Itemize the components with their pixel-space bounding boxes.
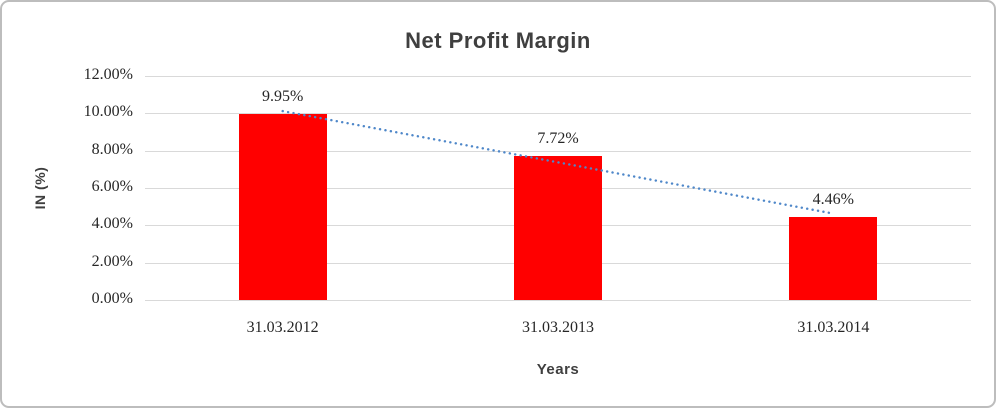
x-category-label: 31.03.2014 <box>797 319 870 336</box>
x-axis-title: Years <box>536 361 580 378</box>
y-tick-label: 10.00% <box>83 103 133 121</box>
gridline <box>145 300 971 301</box>
trendline <box>281 109 835 215</box>
x-category-label: 31.03.2012 <box>246 319 319 336</box>
bar <box>238 114 327 300</box>
bar-data-label: 4.46% <box>812 190 854 208</box>
plot-area <box>145 76 971 301</box>
y-tick-label: 2.00% <box>91 252 133 270</box>
bar <box>789 216 878 300</box>
gridline <box>145 113 971 115</box>
x-category-label: 31.03.2013 <box>522 319 594 336</box>
bar <box>514 155 602 300</box>
bar-data-label: 9.95% <box>261 88 304 106</box>
y-tick-label: 4.00% <box>91 215 133 233</box>
gridline <box>145 76 971 77</box>
bar-data-label: 7.72% <box>537 129 579 147</box>
y-tick-label: 0.00% <box>91 290 133 307</box>
gridline <box>145 150 971 152</box>
chart-title: Net Profit Margin <box>405 28 591 53</box>
y-tick-label: 6.00% <box>91 178 133 195</box>
y-tick-label: 12.00% <box>83 66 133 83</box>
y-tick-label: 8.00% <box>91 140 133 158</box>
